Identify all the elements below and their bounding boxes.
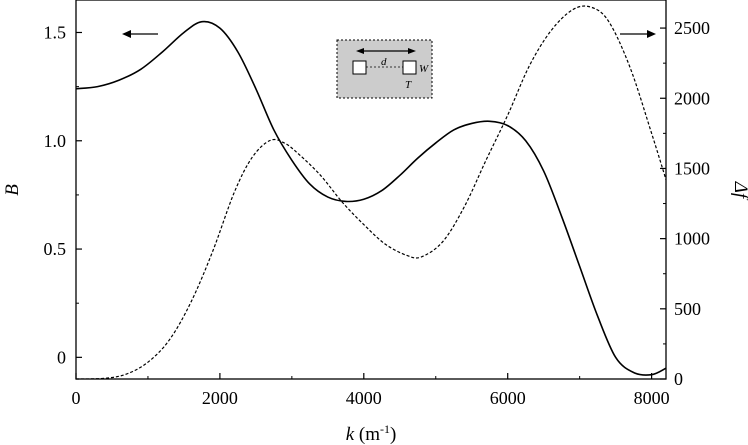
x-tick-label: 8000 bbox=[634, 388, 670, 408]
x-axis-close: ) bbox=[390, 424, 396, 445]
y-right-tick-label: 0 bbox=[674, 369, 683, 389]
x-tick-label: 4000 bbox=[346, 388, 382, 408]
y-axis-right-title: Δf bbox=[730, 181, 748, 201]
inset-t-label: T bbox=[405, 79, 412, 91]
left-axis-arrow bbox=[122, 30, 158, 38]
inset-diagram: d W T bbox=[336, 39, 433, 99]
x-tick-label: 6000 bbox=[490, 388, 526, 408]
inset-w-label: W bbox=[419, 63, 429, 75]
plot-frame bbox=[75, 0, 667, 380]
series-left-curve bbox=[75, 20, 667, 376]
y-right-tick-label: 1000 bbox=[674, 229, 710, 249]
x-axis-symbol: k bbox=[346, 424, 355, 445]
y-left-tick-label: 0.5 bbox=[44, 239, 67, 259]
y-right-tick-label: 2000 bbox=[674, 88, 710, 108]
series-right-curve bbox=[75, 5, 667, 380]
y-left-tick-label: 1.0 bbox=[44, 131, 67, 151]
x-tick-label: 2000 bbox=[202, 388, 238, 408]
y-left-tick-label: 1.5 bbox=[44, 22, 67, 42]
y-right-tick-label: 1500 bbox=[674, 158, 710, 178]
y-right-tick-label: 2500 bbox=[674, 18, 710, 38]
ticks: 0 2000 4000 6000 800000.51.01.50500100015002… bbox=[44, 18, 711, 408]
distance-arrow-left-head bbox=[356, 48, 364, 54]
x-axis-title: k (m-1) bbox=[346, 422, 397, 445]
inset-right-square bbox=[402, 60, 417, 75]
inset-left-square bbox=[352, 60, 367, 75]
y-left-tick-label: 0 bbox=[57, 347, 66, 367]
y-right-tick-label: 500 bbox=[674, 299, 701, 319]
inset-d-label: d bbox=[381, 56, 387, 68]
x-axis-unit: (m bbox=[354, 424, 380, 445]
distance-arrow-right-head bbox=[408, 48, 416, 54]
curves bbox=[75, 5, 667, 380]
x-axis-exponent: -1 bbox=[380, 422, 390, 436]
y-axis-left-title: B bbox=[2, 184, 23, 196]
right-axis-arrow bbox=[620, 30, 656, 38]
x-tick-label: 0 bbox=[72, 388, 81, 408]
inset-box bbox=[336, 39, 433, 99]
